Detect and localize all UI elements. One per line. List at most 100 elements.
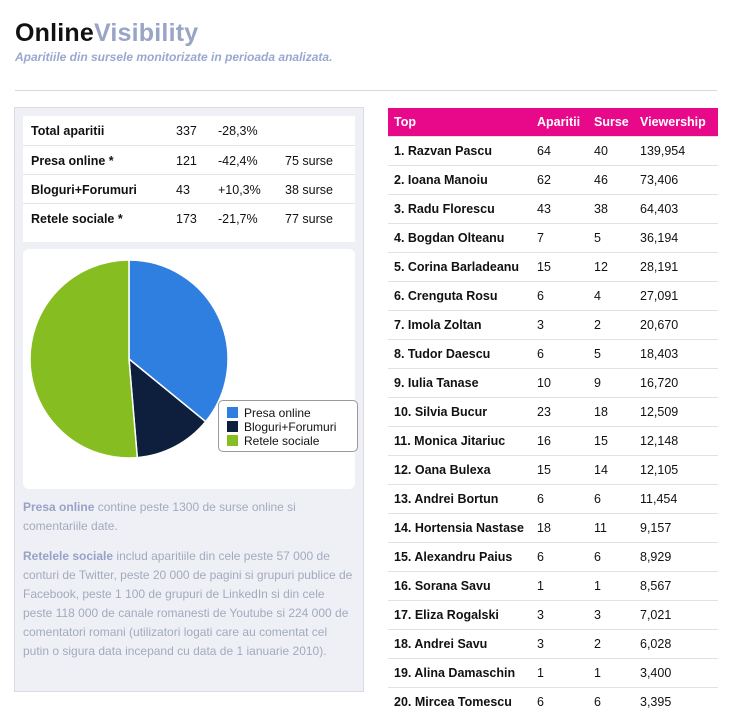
cell-viewership: 6,028 [634, 628, 718, 658]
cell-aparitii: 64 [531, 135, 588, 165]
page-header: OnlineVisibility Aparitiile din sursele … [15, 18, 332, 64]
cell-viewership: 9,157 [634, 512, 718, 542]
stat-label: Retele sociale * [31, 212, 123, 226]
stat-change: +10,3% [218, 183, 261, 197]
cell-surse: 5 [588, 338, 634, 368]
stat-change: -21,7% [218, 212, 258, 226]
cell-aparitii: 6 [531, 483, 588, 513]
stat-label: Total aparitii [31, 124, 105, 138]
page-subtitle: Aparitiile din sursele monitorizate in p… [15, 50, 333, 64]
stat-count: 43 [176, 183, 190, 197]
stat-label: Presa online * [31, 154, 114, 168]
stat-count: 121 [176, 154, 197, 168]
cell-aparitii: 15 [531, 251, 588, 281]
cell-viewership: 3,395 [634, 686, 718, 716]
cell-name: 6. Crenguta Rosu [388, 280, 531, 310]
title-online: Online [15, 19, 94, 47]
note-retele: Retelele sociale includ aparitiile din c… [23, 547, 355, 661]
page-title: OnlineVisibility [15, 18, 332, 48]
cell-surse: 3 [588, 599, 634, 629]
cell-aparitii: 1 [531, 570, 588, 600]
pie-slice-2 [29, 259, 139, 459]
cell-viewership: 18,403 [634, 338, 718, 368]
table-row: 16. Sorana Savu 1 1 8,567 [388, 570, 718, 600]
cell-viewership: 8,567 [634, 570, 718, 600]
legend-label: Bloguri+Forumuri [244, 420, 337, 434]
col-header-viewership: Viewership [634, 108, 718, 136]
table-row: 17. Eliza Rogalski 3 3 7,021 [388, 599, 718, 629]
note-retele-term: Retelele sociale [23, 549, 114, 563]
cell-aparitii: 3 [531, 628, 588, 658]
cell-aparitii: 6 [531, 686, 588, 716]
table-row: 6. Crenguta Rosu 6 4 27,091 [388, 280, 718, 310]
pie-slice-0 [128, 259, 229, 423]
cell-viewership: 11,454 [634, 483, 718, 513]
cell-surse: 4 [588, 280, 634, 310]
stat-row-retele: Retele sociale * 173 -21,7% 77 surse [23, 203, 355, 232]
table-row: 7. Imola Zoltan 3 2 20,670 [388, 309, 718, 339]
cell-name: 1. Razvan Pascu [388, 135, 531, 165]
table-row: 11. Monica Jitariuc 16 15 12,148 [388, 425, 718, 455]
cell-surse: 1 [588, 570, 634, 600]
table-row: 3. Radu Florescu 43 38 64,403 [388, 193, 718, 223]
cell-name: 5. Corina Barladeanu [388, 251, 531, 281]
stat-row-bloguri: Bloguri+Forumuri 43 +10,3% 38 surse [23, 174, 355, 203]
cell-surse: 38 [588, 193, 634, 223]
cell-name: 12. Oana Bulexa [388, 454, 531, 484]
title-visibility: Visibility [93, 19, 199, 47]
cell-surse: 6 [588, 483, 634, 513]
cell-viewership: 12,105 [634, 454, 718, 484]
cell-surse: 2 [588, 309, 634, 339]
stat-sources: 75 surse [285, 154, 333, 168]
cell-aparitii: 62 [531, 164, 588, 194]
cell-name: 11. Monica Jitariuc [388, 425, 531, 455]
col-header-aparitii: Aparitii [531, 108, 588, 136]
legend-swatch [227, 407, 238, 418]
cell-viewership: 139,954 [634, 135, 718, 165]
cell-aparitii: 7 [531, 222, 588, 252]
table-row: 2. Ioana Manoiu 62 46 73,406 [388, 164, 718, 194]
cell-viewership: 27,091 [634, 280, 718, 310]
cell-name: 17. Eliza Rogalski [388, 599, 531, 629]
cell-surse: 9 [588, 367, 634, 397]
stat-change: -28,3% [218, 124, 258, 138]
cell-aparitii: 15 [531, 454, 588, 484]
stat-row-total: Total aparitii 337 -28,3% [23, 116, 355, 145]
top-table-header: Top Aparitii Surse Viewership [388, 108, 718, 136]
cell-surse: 18 [588, 396, 634, 426]
table-row: 1. Razvan Pascu 64 40 139,954 [388, 135, 718, 165]
pie-chart-card: Presa online Bloguri+Forumuri Retele soc… [23, 249, 358, 489]
cell-viewership: 73,406 [634, 164, 718, 194]
cell-name: 13. Andrei Bortun [388, 483, 531, 513]
cell-viewership: 20,670 [634, 309, 718, 339]
table-row: 19. Alina Damaschin 1 1 3,400 [388, 657, 718, 687]
cell-aparitii: 6 [531, 280, 588, 310]
pie-chart [29, 259, 229, 459]
cell-aparitii: 43 [531, 193, 588, 223]
cell-viewership: 64,403 [634, 193, 718, 223]
stats-table: Total aparitii 337 -28,3% Presa online *… [23, 116, 355, 242]
cell-aparitii: 23 [531, 396, 588, 426]
cell-aparitii: 3 [531, 599, 588, 629]
top-table: Top Aparitii Surse Viewership 1. Razvan … [388, 108, 718, 716]
cell-viewership: 12,148 [634, 425, 718, 455]
cell-surse: 2 [588, 628, 634, 658]
legend-item-retele: Retele sociale [227, 434, 319, 448]
table-row: 20. Mircea Tomescu 6 6 3,395 [388, 686, 718, 716]
cell-aparitii: 18 [531, 512, 588, 542]
cell-aparitii: 6 [531, 338, 588, 368]
col-header-top: Top [388, 108, 531, 136]
cell-name: 9. Iulia Tanase [388, 367, 531, 397]
stat-row-presa: Presa online * 121 -42,4% 75 surse [23, 145, 355, 174]
cell-name: 10. Silvia Bucur [388, 396, 531, 426]
stat-count: 337 [176, 124, 197, 138]
table-row: 5. Corina Barladeanu 15 12 28,191 [388, 251, 718, 281]
cell-name: 19. Alina Damaschin [388, 657, 531, 687]
notes: Presa online contine peste 1300 de surse… [23, 498, 355, 672]
legend-label: Retele sociale [244, 434, 320, 448]
cell-surse: 12 [588, 251, 634, 281]
cell-name: 8. Tudor Daescu [388, 338, 531, 368]
cell-name: 2. Ioana Manoiu [388, 164, 531, 194]
cell-surse: 6 [588, 686, 634, 716]
stat-sources: 38 surse [285, 183, 333, 197]
